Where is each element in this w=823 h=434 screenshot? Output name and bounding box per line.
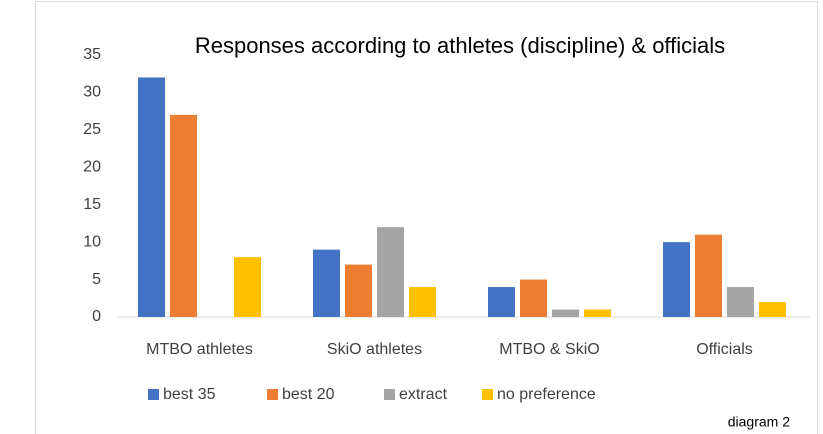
bar	[345, 264, 372, 317]
legend-swatch	[148, 389, 159, 400]
legend-label: best 35	[163, 386, 216, 403]
y-tick-label: 10	[83, 233, 101, 250]
x-tick-label: MTBO athletes	[146, 341, 253, 358]
y-tick-label: 5	[92, 271, 101, 288]
bar	[138, 77, 165, 317]
bar	[552, 309, 579, 317]
legend-swatch	[267, 389, 278, 400]
legend-swatch	[482, 389, 493, 400]
y-tick-label: 20	[83, 159, 101, 176]
legend-swatch	[384, 389, 395, 400]
bar	[695, 234, 722, 317]
legend-label: no preference	[497, 386, 596, 403]
bar	[584, 309, 611, 317]
bar	[759, 302, 786, 317]
bar	[377, 227, 404, 317]
bar	[234, 257, 261, 317]
chart-title: Responses according to athletes (discipl…	[195, 33, 725, 58]
x-tick-label: SkiO athletes	[327, 341, 422, 358]
bar	[313, 249, 340, 317]
annotation: diagram 2	[728, 414, 790, 430]
bar	[663, 242, 690, 317]
bar	[488, 287, 515, 317]
bar	[170, 114, 197, 317]
legend-label: best 20	[282, 386, 335, 403]
y-tick-label: 15	[83, 196, 101, 213]
y-tick-label: 35	[83, 46, 101, 63]
bar	[520, 279, 547, 317]
bar	[409, 287, 436, 317]
legend-label: extract	[399, 386, 448, 403]
x-tick-label: MTBO & SkiO	[499, 341, 599, 358]
chart-frame	[35, 1, 818, 434]
bar	[727, 287, 754, 317]
y-tick-label: 0	[92, 308, 101, 325]
x-tick-label: Officials	[696, 341, 753, 358]
y-tick-label: 30	[83, 84, 101, 101]
y-tick-label: 25	[83, 121, 101, 138]
